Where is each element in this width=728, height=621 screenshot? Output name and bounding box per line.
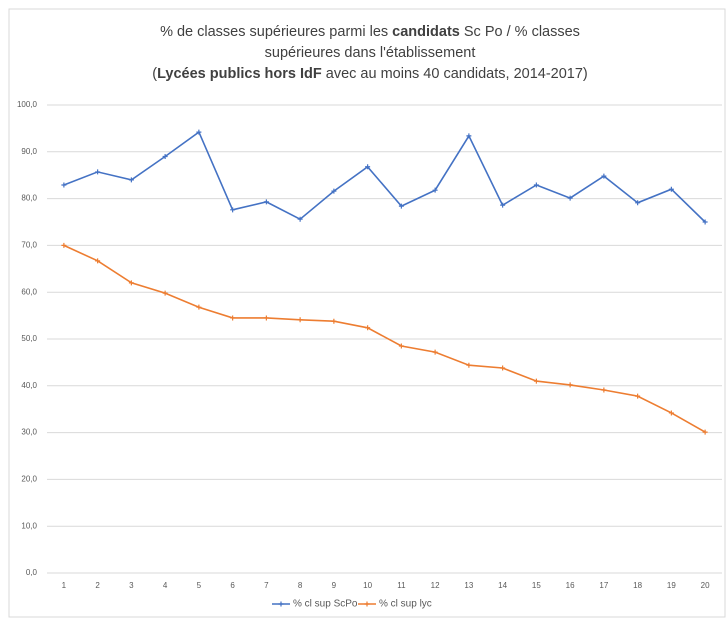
- y-tick-label: 90,0: [21, 147, 37, 156]
- point-marker: [162, 290, 168, 296]
- x-tick-label: 7: [264, 581, 269, 590]
- x-tick-label: 18: [633, 581, 642, 590]
- point-marker: [61, 242, 67, 248]
- point-marker: [702, 219, 708, 225]
- point-marker: [702, 429, 708, 435]
- y-tick-label: 80,0: [21, 194, 37, 203]
- point-marker: [635, 200, 641, 206]
- x-tick-label: 16: [566, 581, 575, 590]
- x-tick-label: 10: [363, 581, 372, 590]
- point-marker: [61, 182, 67, 188]
- y-tick-label: 70,0: [21, 241, 37, 250]
- legend-label: % cl sup ScPo: [293, 599, 358, 610]
- x-tick-label: 11: [397, 581, 406, 590]
- chart-title: (Lycées publics hors IdF avec au moins 4…: [152, 66, 588, 82]
- point-marker: [297, 317, 303, 323]
- point-marker: [533, 378, 539, 384]
- title-part: (: [152, 66, 157, 82]
- x-tick-label: 20: [701, 581, 710, 590]
- y-tick-label: 30,0: [21, 428, 37, 437]
- y-tick-label: 40,0: [21, 381, 37, 390]
- chart-title: supérieures dans l'établissement: [265, 45, 476, 61]
- series-line: [63, 244, 706, 433]
- point-marker: [567, 195, 573, 201]
- point-marker: [128, 280, 134, 286]
- point-marker: [500, 365, 506, 371]
- point-marker: [365, 164, 371, 170]
- point-marker: [635, 393, 641, 399]
- point-marker: [398, 343, 404, 349]
- point-marker: [500, 202, 506, 208]
- x-tick-label: 3: [129, 581, 134, 590]
- point-marker: [95, 258, 101, 264]
- point-marker: [398, 203, 404, 209]
- x-tick-label: 15: [532, 581, 541, 590]
- point-marker: [331, 188, 337, 194]
- x-tick-label: 2: [95, 581, 100, 590]
- x-tick-label: 9: [332, 581, 337, 590]
- series-line: [63, 130, 706, 223]
- x-tick-label: 8: [298, 581, 303, 590]
- legend-marker: [278, 601, 284, 607]
- point-marker: [128, 177, 134, 183]
- title-part: Lycées publics hors IdF: [157, 66, 322, 82]
- point-marker: [668, 410, 674, 416]
- title-part: candidats: [392, 24, 460, 40]
- point-marker: [297, 216, 303, 222]
- point-marker: [196, 304, 202, 310]
- x-tick-label: 5: [197, 581, 202, 590]
- chart-frame: [8, 8, 726, 618]
- point-marker: [432, 187, 438, 193]
- point-marker: [668, 186, 674, 192]
- x-tick-label: 19: [667, 581, 676, 590]
- point-marker: [601, 173, 607, 179]
- point-marker: [601, 387, 607, 393]
- point-marker: [263, 315, 269, 321]
- legend-marker: [364, 601, 370, 607]
- title-part: % de classes supérieures parmi les: [160, 24, 392, 40]
- chart-title: % de classes supérieures parmi les candi…: [160, 24, 580, 40]
- point-marker: [162, 153, 168, 159]
- y-tick-label: 10,0: [21, 521, 37, 530]
- point-marker: [365, 325, 371, 331]
- x-tick-label: 14: [498, 581, 507, 590]
- point-marker: [196, 129, 202, 135]
- point-marker: [95, 169, 101, 175]
- point-marker: [466, 133, 472, 139]
- y-tick-label: 20,0: [21, 475, 37, 484]
- x-tick-label: 6: [230, 581, 235, 590]
- y-tick-label: 60,0: [21, 287, 37, 296]
- y-tick-label: 50,0: [21, 334, 37, 343]
- point-marker: [432, 349, 438, 355]
- point-marker: [331, 318, 337, 324]
- point-marker: [230, 315, 236, 321]
- title-part: avec au moins 40 candidats, 2014-2017): [322, 66, 588, 82]
- point-marker: [567, 382, 573, 388]
- point-marker: [466, 362, 472, 368]
- point-marker: [263, 199, 269, 205]
- x-tick-label: 13: [464, 581, 473, 590]
- x-tick-label: 17: [599, 581, 608, 590]
- point-marker: [533, 182, 539, 188]
- title-part: supérieures dans l'établissement: [265, 45, 476, 61]
- title-part: Sc Po / % classes: [460, 24, 580, 40]
- y-tick-label: 100,0: [17, 100, 38, 109]
- point-marker: [230, 207, 236, 213]
- y-tick-label: 0,0: [26, 568, 38, 577]
- x-tick-label: 12: [431, 581, 440, 590]
- x-tick-label: 1: [62, 581, 67, 590]
- legend-label: % cl sup lyc: [379, 599, 432, 610]
- x-tick-label: 4: [163, 581, 168, 590]
